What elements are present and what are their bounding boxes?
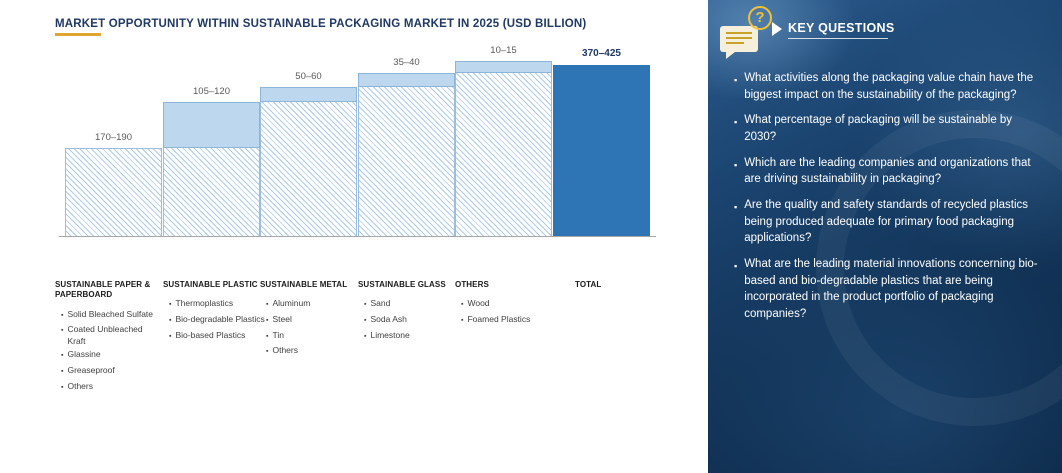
list-item: Tin — [266, 330, 362, 344]
bullet-icon — [169, 298, 171, 312]
list-item: Thermoplastics — [169, 298, 265, 312]
panel-heading: KEY QUESTIONS — [788, 21, 895, 35]
question-mark-icon — [748, 6, 772, 30]
list-item: Wood — [461, 298, 557, 312]
bullet-icon — [266, 345, 268, 359]
bullet-icon — [61, 381, 63, 395]
list-item: Greaseproof — [61, 365, 157, 379]
key-question-item: What activities along the packaging valu… — [734, 70, 1046, 103]
bar-total — [553, 65, 650, 237]
bar-others-segment — [455, 61, 552, 73]
bar-glass-cumulative — [358, 87, 455, 237]
bullet-icon — [734, 256, 737, 323]
list-item: Solid Bleached Sulfate — [61, 309, 157, 323]
chart-baseline — [59, 236, 656, 237]
bullet-icon — [266, 314, 268, 328]
bar-glass-segment — [358, 73, 455, 87]
legend-heading: SUSTAINABLE PAPER & PAPERBOARD — [55, 280, 151, 300]
bullet-icon — [169, 330, 171, 344]
list-item: Foamed Plastics — [461, 314, 557, 328]
heading-underline — [788, 38, 888, 39]
value-label-metal: 50–60 — [295, 71, 322, 82]
bullet-icon — [61, 349, 63, 363]
legend-list: Wood Foamed Plastics — [455, 298, 557, 327]
list-item: Others — [61, 381, 157, 395]
list-item: Soda Ash — [364, 314, 460, 328]
bar-paper — [65, 148, 162, 237]
waterfall-chart: 170–190 105–120 50–60 35–40 10–15 370–42… — [59, 45, 656, 237]
list-item: Coated Unbleached Kraft — [61, 324, 157, 347]
bullet-icon — [266, 330, 268, 344]
bullet-icon — [169, 314, 171, 328]
bullet-icon — [61, 324, 63, 347]
legend-column-total: TOTAL — [575, 280, 677, 298]
bar-metal-segment — [260, 87, 357, 102]
list-item: Limestone — [364, 330, 460, 344]
legend-list: Aluminum Steel Tin Others — [260, 298, 362, 358]
bar-metal-cumulative — [260, 102, 357, 237]
speech-bubble-icon — [720, 26, 758, 59]
list-item: Bio-degradable Plastics — [169, 314, 265, 328]
legend-heading: SUSTAINABLE PLASTIC — [163, 280, 258, 289]
legend-heading: OTHERS — [455, 280, 489, 289]
legend-heading: SUSTAINABLE GLASS — [358, 280, 446, 289]
bar-plastic-cumulative — [163, 148, 260, 237]
legend-column-paper: SUSTAINABLE PAPER & PAPERBOARD Solid Ble… — [55, 280, 157, 396]
bullet-icon — [266, 298, 268, 312]
bullet-icon — [461, 298, 463, 312]
title-accent-underline — [55, 33, 101, 36]
bullet-icon — [61, 365, 63, 379]
bar-plastic-segment — [163, 102, 260, 148]
list-item: Aluminum — [266, 298, 362, 312]
legend-column-glass: SUSTAINABLE GLASS Sand Soda Ash Limeston… — [358, 280, 460, 345]
bar-others-cumulative — [455, 73, 552, 237]
value-label-paper: 170–190 — [95, 132, 132, 143]
key-question-item: What percentage of packaging will be sus… — [734, 112, 1046, 145]
list-item: Glassine — [61, 349, 157, 363]
page-title: MARKET OPPORTUNITY WITHIN SUSTAINABLE PA… — [55, 18, 587, 30]
key-question-item: Are the quality and safety standards of … — [734, 197, 1046, 247]
legend-heading: TOTAL — [575, 280, 602, 289]
bullet-icon — [364, 298, 366, 312]
bullet-icon — [734, 112, 737, 145]
legend-list: Sand Soda Ash Limestone — [358, 298, 460, 343]
bullet-icon — [734, 70, 737, 103]
list-item: Steel — [266, 314, 362, 328]
bullet-icon — [734, 155, 737, 188]
pointer-triangle-icon — [772, 22, 782, 36]
value-label-glass: 35–40 — [393, 57, 420, 68]
key-questions-list: What activities along the packaging valu… — [734, 70, 1046, 332]
list-item: Sand — [364, 298, 460, 312]
value-label-total: 370–425 — [582, 48, 621, 59]
bullet-icon — [461, 314, 463, 328]
value-label-others: 10–15 — [490, 45, 517, 56]
legend-list: Solid Bleached Sulfate Coated Unbleached… — [55, 309, 157, 394]
bullet-icon — [364, 330, 366, 344]
legend-list: Thermoplastics Bio-degradable Plastics B… — [163, 298, 265, 343]
bullet-icon — [364, 314, 366, 328]
key-question-item: Which are the leading companies and orga… — [734, 155, 1046, 188]
legend-heading: SUSTAINABLE METAL — [260, 280, 348, 289]
key-questions-panel: KEY QUESTIONS What activities along the … — [708, 0, 1062, 473]
list-item: Bio-based Plastics — [169, 330, 265, 344]
bullet-icon — [61, 309, 63, 323]
value-label-plastic: 105–120 — [193, 86, 230, 97]
list-item: Others — [266, 345, 362, 359]
legend-column-plastic: SUSTAINABLE PLASTIC Thermoplastics Bio-d… — [163, 280, 265, 345]
legend-column-metal: SUSTAINABLE METAL Aluminum Steel Tin Oth… — [260, 280, 362, 361]
legend-column-others: OTHERS Wood Foamed Plastics — [455, 280, 557, 330]
question-bubble-icon — [718, 6, 782, 64]
bullet-icon — [734, 197, 737, 247]
key-question-item: What are the leading material innovation… — [734, 256, 1046, 323]
